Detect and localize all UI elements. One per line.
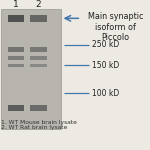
Bar (30, 15, 46, 22)
Text: 2. WT Rat brain lysate: 2. WT Rat brain lysate (2, 125, 68, 130)
Text: 250 kD: 250 kD (92, 40, 119, 49)
Text: Main synaptic
isoform of
Piccolo: Main synaptic isoform of Piccolo (88, 12, 143, 42)
Bar (30, 47, 46, 52)
Text: 100 kD: 100 kD (92, 89, 119, 98)
Bar (8, 15, 24, 22)
Bar (30, 56, 46, 60)
Bar (30, 64, 46, 67)
Text: 150 kD: 150 kD (92, 61, 119, 70)
Bar (8, 56, 24, 60)
Bar (30, 105, 46, 111)
Text: 2: 2 (36, 0, 41, 9)
Text: 1. WT Mouse brain lysate: 1. WT Mouse brain lysate (2, 120, 77, 125)
Bar (2, 9, 61, 129)
Bar (8, 64, 24, 67)
Bar (8, 105, 24, 111)
Bar (8, 47, 24, 52)
Text: 1: 1 (13, 0, 19, 9)
